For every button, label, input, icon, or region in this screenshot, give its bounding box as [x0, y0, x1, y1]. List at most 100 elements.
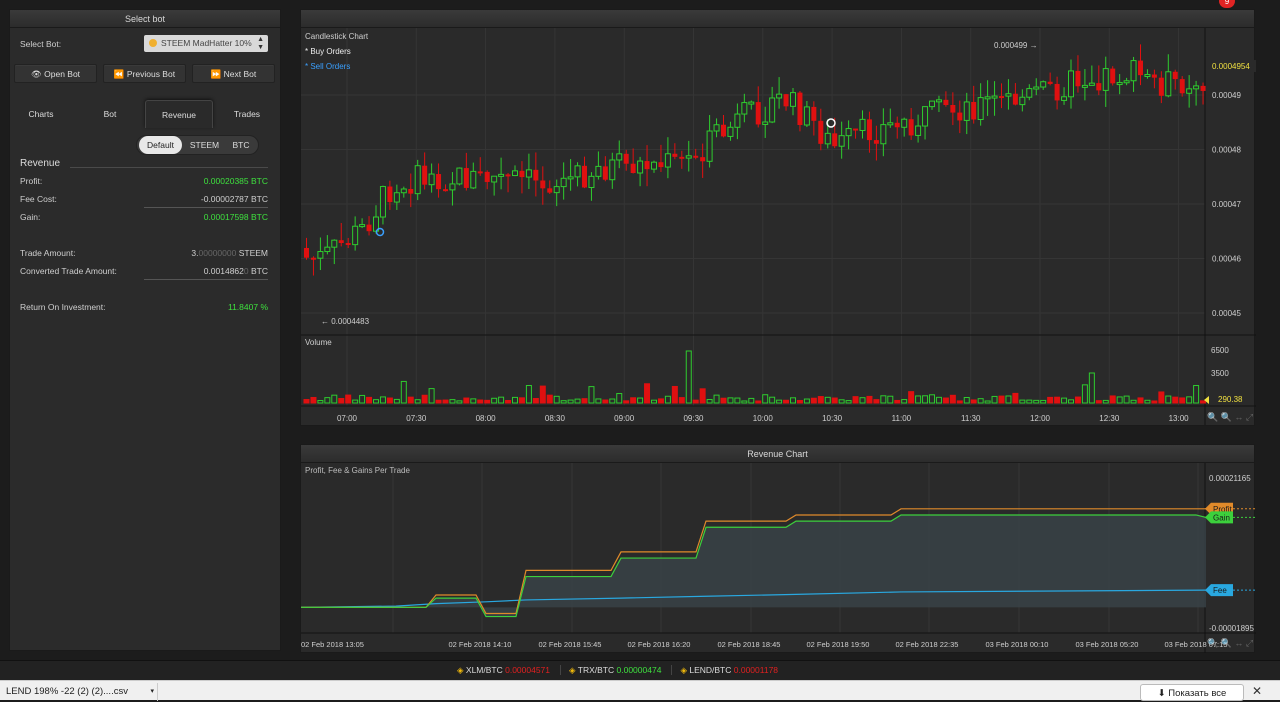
candlestick-panel: 0.00049 0.00048 0.00047 0.00046 0.00045 07:0… — [300, 9, 1256, 426]
close-icon[interactable]: ✕ — [1252, 684, 1263, 698]
time-axis-tick: 08:00 — [476, 414, 497, 423]
previous-bot-button[interactable]: ⏪ Previous Bot — [103, 64, 186, 83]
rewind-icon: ⏪ — [113, 69, 125, 79]
candle-chart-title: Candlestick Chart — [305, 32, 369, 41]
fee-tag-label: Fee — [1213, 586, 1227, 595]
tab-bot[interactable]: Bot — [103, 109, 117, 119]
trade-amount-row: Trade Amount: 3.00000000 STEEM — [20, 248, 268, 258]
volume-tick-3500: 3500 — [1211, 369, 1229, 378]
binance-icon: ◈ — [457, 665, 466, 675]
revenue-time-tick: 02 Feb 2018 14:10 — [449, 640, 512, 649]
sell-orders-legend[interactable]: * Sell Orders — [305, 62, 350, 71]
time-axis-tick: 11:00 — [892, 414, 912, 423]
segment-default[interactable]: Default — [139, 136, 182, 154]
segment-btc[interactable]: BTC — [232, 140, 250, 150]
low-price-marker: ← 0.0004483 — [321, 317, 370, 326]
time-axis-tick: 10:00 — [753, 414, 774, 423]
tab-charts[interactable]: Charts — [28, 109, 54, 119]
current-price-label: 0.0004954 — [1212, 62, 1250, 71]
gain-tag-label: Gain — [1213, 513, 1230, 522]
revenue-y-top: 0.00021165 — [1209, 474, 1251, 483]
time-axis-tick: 08:30 — [545, 414, 566, 423]
revenue-zoom-controls[interactable]: 🔍 🔍 ↔ ⤢ — [1207, 637, 1253, 648]
next-bot-button[interactable]: ⏩ Next Bot — [192, 64, 275, 83]
price-axis-tick: 0.00045 — [1212, 309, 1241, 318]
buy-order-marker[interactable] — [375, 227, 385, 237]
price-axis-tick: 0.00046 — [1212, 255, 1241, 264]
sell-order-marker[interactable] — [826, 118, 836, 128]
revenue-time-tick: 03 Feb 2018 05:20 — [1076, 640, 1139, 649]
roi-row: Return On Investment: 11.8407 % — [20, 302, 268, 312]
high-price-marker: 0.000499 → — [994, 41, 1038, 50]
price-axis-tick: 0.00048 — [1212, 146, 1241, 155]
profit-tag-label: Profit — [1213, 505, 1232, 514]
select-bot-header: Select bot — [10, 10, 280, 28]
fee-line — [301, 589, 1207, 608]
revenue-time-tick: 02 Feb 2018 16:20 — [628, 640, 691, 649]
ticker-item[interactable]: ◈ TRX/BTC 0.00000474 — [560, 665, 662, 675]
volume-label: Volume — [305, 338, 332, 347]
bot-panel: Select bot Select Bot: STEEM MadHatter 1… — [9, 9, 281, 651]
gain-row: Gain: 0.00017598 BTC — [20, 212, 268, 222]
revenue-chart[interactable]: Profit, Fee & Gains Per Trade 0.00021165… — [301, 463, 1256, 653]
series-tag — [1205, 511, 1233, 524]
time-axis-tick: 11:30 — [961, 414, 981, 423]
revenue-time-tick: 03 Feb 2018 07:15 — [1165, 640, 1228, 649]
select-bot-label: Select Bot: — [20, 39, 62, 49]
download-filename: LEND 198% -22 (2) (2)....csv — [6, 686, 128, 697]
open-bot-button[interactable]: 👁 Open Bot — [14, 64, 97, 83]
time-axis-tick: 10:30 — [822, 414, 843, 423]
revenue-time-tick: 02 Feb 2018 19:50 — [807, 640, 870, 649]
download-item[interactable]: LEND 198% -22 (2) (2)....csv ▾ — [0, 683, 158, 701]
ticker-item[interactable]: ◈ LEND/BTC 0.00001178 — [671, 665, 779, 675]
steem-icon — [149, 39, 157, 47]
revenue-time-tick: 02 Feb 2018 13:05 — [301, 640, 364, 649]
revenue-time-tick: 02 Feb 2018 18:45 — [718, 640, 781, 649]
series-tag — [1205, 584, 1233, 597]
profit-value: 0.00020385 BTC — [203, 176, 268, 186]
converted-trade-amount-value: 0.00148620 BTC — [203, 266, 268, 276]
candlestick-chart[interactable]: 0.00049 0.00048 0.00047 0.00046 0.00045 07:0… — [301, 28, 1256, 425]
segment-steem[interactable]: STEEM — [189, 140, 220, 150]
time-axis-tick: 09:00 — [614, 414, 635, 423]
converted-trade-amount-row: Converted Trade Amount: 0.00148620 BTC — [20, 266, 268, 276]
download-bar: LEND 198% -22 (2) (2)....csv ▾ ⬇ Показат… — [0, 680, 1280, 701]
trade-amount-value: 3.00000000 STEEM — [191, 248, 268, 258]
zoom-controls[interactable]: 🔍 🔍 ↔ ⤢ — [1207, 411, 1253, 422]
current-volume-label: 290.38 — [1218, 395, 1243, 404]
revenue-y-bottom: -0.00001895 — [1209, 624, 1254, 633]
revenue-time-tick: 03 Feb 2018 00:10 — [986, 640, 1049, 649]
tab-trades[interactable]: Trades — [233, 109, 261, 119]
revenue-chart-header: Revenue Chart — [301, 445, 1254, 463]
binance-icon: ◈ — [680, 665, 690, 675]
tab-revenue[interactable]: Revenue — [145, 100, 213, 128]
roi-value: 11.8407 % — [227, 302, 268, 312]
chevron-down-icon[interactable]: ▾ — [150, 688, 154, 695]
time-axis-tick: 12:30 — [1099, 414, 1120, 423]
bot-select[interactable]: STEEM MadHatter 10% ▲ ▼ — [144, 35, 268, 52]
revenue-chart-subtitle: Profit, Fee & Gains Per Trade — [305, 466, 410, 475]
bot-select-value: STEEM MadHatter 10% — [161, 38, 252, 48]
profit-row: Profit: 0.00020385 BTC — [20, 176, 268, 186]
gain-line — [301, 514, 1207, 618]
fast-forward-icon: ⏩ — [210, 69, 222, 79]
buy-orders-legend[interactable]: * Buy Orders — [305, 47, 351, 56]
revenue-panel: Revenue Chart Profit, Fee & Gains Per Tr… — [300, 444, 1256, 653]
eye-icon: 👁 — [30, 69, 42, 79]
time-axis-tick: 07:30 — [406, 414, 427, 423]
time-axis-tick: 13:00 — [1169, 414, 1190, 423]
fee-cost-row: Fee Cost: -0.00002787 BTC — [20, 194, 268, 204]
time-axis-tick: 09:30 — [683, 414, 704, 423]
volume-tick-6500: 6500 — [1211, 346, 1229, 355]
select-arrows-icon: ▲ ▼ — [257, 36, 264, 51]
revenue-time-tick: 02 Feb 2018 22:35 — [896, 640, 959, 649]
binance-icon: ◈ — [569, 665, 578, 675]
time-axis-tick: 12:00 — [1030, 414, 1051, 423]
price-axis-tick: 0.00047 — [1212, 200, 1241, 209]
notification-badge[interactable]: 9 — [1219, 0, 1235, 8]
show-all-button[interactable]: ⬇ Показать все — [1140, 684, 1244, 701]
ticker-item[interactable]: ◈ XLM/BTC 0.00004571 — [457, 665, 551, 675]
ticker-bar: ◈ XLM/BTC 0.00004571 ◈ TRX/BTC 0.00000474… — [0, 660, 1280, 680]
time-axis-tick: 07:00 — [337, 414, 358, 423]
price-axis-tick: 0.00049 — [1212, 91, 1241, 100]
